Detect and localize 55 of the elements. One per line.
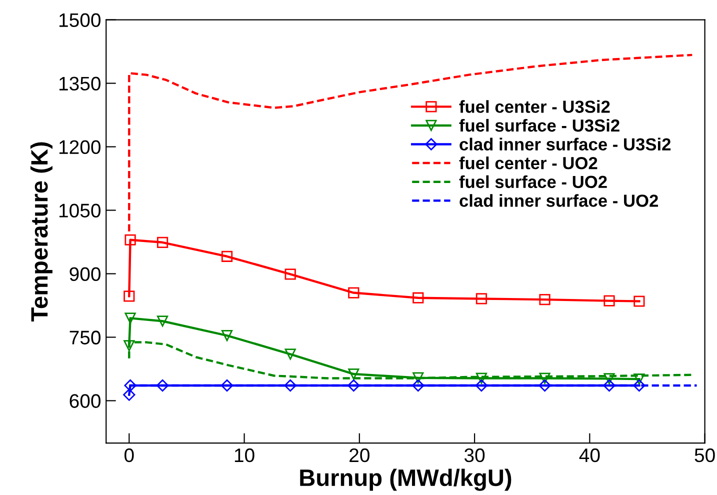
line-series <box>128 54 694 233</box>
point <box>476 293 488 304</box>
point <box>634 374 645 385</box>
point <box>539 294 550 306</box>
point <box>284 379 296 392</box>
legend-label: fuel surface - UO2 <box>459 175 607 188</box>
point <box>124 312 136 324</box>
y-tick-label: 1500 <box>59 13 100 28</box>
point <box>603 379 616 392</box>
x-tick-label: 40 <box>579 448 600 462</box>
point <box>124 234 136 246</box>
x-tick-label: 30 <box>464 448 485 462</box>
x-tick-label: 0 <box>124 448 134 462</box>
point <box>633 379 646 392</box>
point <box>604 373 615 384</box>
x-tick-label: 20 <box>350 448 370 462</box>
y-axis-title: Temperature (K) <box>30 142 52 322</box>
legend-label: fuel surface - U3Si2 <box>459 118 620 132</box>
point <box>476 372 488 384</box>
point <box>124 379 136 392</box>
point <box>156 379 169 392</box>
point <box>156 316 168 327</box>
point <box>412 292 424 304</box>
x-tick-label: 10 <box>234 448 254 462</box>
point <box>156 236 168 248</box>
x-axis-title: Burnup (MWd/kgU) <box>300 468 512 491</box>
point <box>539 372 550 384</box>
point <box>348 379 360 392</box>
point <box>284 348 296 360</box>
y-tick-label: 900 <box>70 267 100 281</box>
point <box>123 388 136 401</box>
x-tick-label: 50 <box>694 448 715 462</box>
point <box>348 287 360 298</box>
y-tick-label: 1050 <box>59 204 100 218</box>
point <box>124 340 135 352</box>
point <box>221 330 233 342</box>
point <box>348 368 360 380</box>
point <box>475 379 488 392</box>
y-tick-label: 750 <box>70 330 100 344</box>
legend-label: clad inner surface - U3Si2 <box>460 138 671 151</box>
legend-label: clad inner surface - UO2 <box>460 194 658 207</box>
point <box>604 295 615 306</box>
point <box>538 379 551 392</box>
point <box>220 379 234 392</box>
y-tick-label: 600 <box>70 394 100 408</box>
y-tick-label: 1200 <box>59 140 100 154</box>
y-tick-label: 1350 <box>59 76 100 91</box>
legend-label: fuel center - U3Si2 <box>459 100 610 113</box>
legend-label: fuel center - UO2 <box>459 156 598 170</box>
point <box>634 296 645 307</box>
point <box>124 290 135 302</box>
point <box>412 379 424 392</box>
point <box>221 250 233 262</box>
point <box>284 268 296 280</box>
point <box>412 372 424 384</box>
